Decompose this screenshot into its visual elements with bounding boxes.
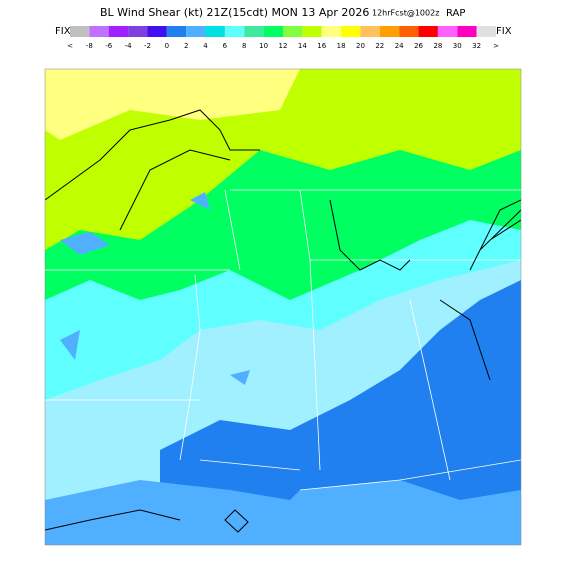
legend-swatch xyxy=(476,26,496,37)
legend-label: 6 xyxy=(223,42,228,50)
legend-label: 26 xyxy=(414,42,423,50)
legend-swatch xyxy=(244,26,264,37)
legend-swatch xyxy=(128,26,148,37)
fix-right: FIX xyxy=(496,26,512,37)
legend-swatch xyxy=(166,26,187,37)
legend-swatch xyxy=(205,26,225,37)
legend-swatch xyxy=(108,26,129,37)
legend-swatch xyxy=(147,26,167,37)
color-legend: < -8 -6 -4 -2 0 2 4 6 8 10 12 14 16 18 20 22 24 26 28 30 32 > xyxy=(67,26,499,50)
legend-label: 14 xyxy=(298,42,307,50)
legend-label: 16 xyxy=(317,42,326,50)
legend-label: 10 xyxy=(259,42,268,50)
run-info: 12hrFcst@1002z xyxy=(372,9,439,18)
legend-label: -4 xyxy=(125,42,133,50)
model-name: RAP xyxy=(446,8,465,19)
legend-label: 12 xyxy=(279,42,288,50)
legend-swatch xyxy=(437,26,458,37)
legend-label: 20 xyxy=(356,42,365,50)
field-region xyxy=(160,280,521,545)
legend-swatch xyxy=(379,26,400,37)
legend-swatch xyxy=(70,26,90,37)
gulf-region xyxy=(45,480,521,545)
legend-swatch xyxy=(360,26,380,37)
legend-label: 32 xyxy=(472,42,481,50)
legend-label: 0 xyxy=(165,42,169,50)
legend-swatch xyxy=(89,26,109,37)
legend-label: -2 xyxy=(144,42,151,50)
legend-swatch xyxy=(418,26,438,37)
legend-label: 18 xyxy=(337,42,346,50)
legend-label: > xyxy=(493,42,499,50)
legend-label: 4 xyxy=(203,42,208,50)
state-borders xyxy=(45,189,521,491)
contour-lines xyxy=(45,109,521,531)
legend-swatch xyxy=(283,26,303,37)
legend-label: 2 xyxy=(184,42,188,50)
legend-swatch xyxy=(186,26,206,37)
legend-label: 30 xyxy=(453,42,462,50)
legend-label: < xyxy=(67,42,73,50)
map xyxy=(45,69,521,545)
legend-swatch xyxy=(457,26,477,37)
legend-label: -6 xyxy=(105,42,113,50)
field-region xyxy=(45,69,300,140)
legend-swatch xyxy=(321,26,342,37)
map-title: BL Wind Shear (kt) 21Z(15cdt) MON 13 Apr… xyxy=(100,6,369,19)
legend-swatch xyxy=(341,26,361,37)
legend-label: 28 xyxy=(433,42,442,50)
legend-swatch xyxy=(399,26,419,37)
contour-lines xyxy=(224,509,249,533)
legend-label: 24 xyxy=(395,42,404,50)
legend-swatch xyxy=(224,26,245,37)
legend-label: 8 xyxy=(242,42,246,50)
legend-label: -8 xyxy=(86,42,93,50)
legend-swatch xyxy=(302,26,322,37)
fix-left: FIX xyxy=(55,26,71,37)
legend-label: 22 xyxy=(375,42,384,50)
legend-swatch xyxy=(263,26,283,37)
map-frame xyxy=(44,68,522,546)
